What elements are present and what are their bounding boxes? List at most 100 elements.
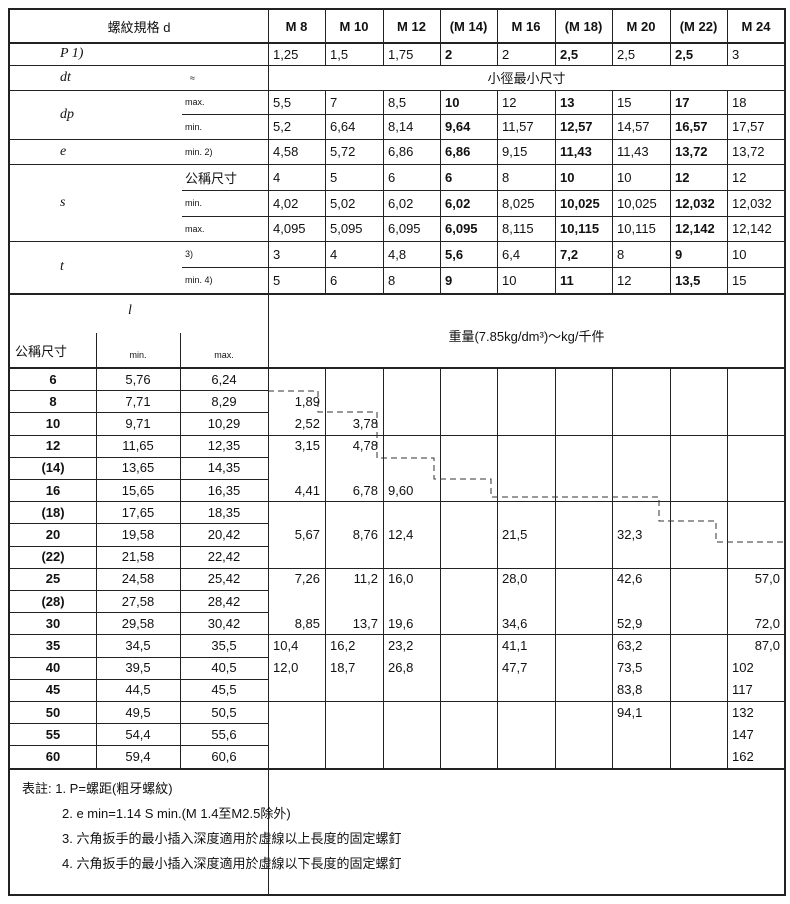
value-cell: 9 xyxy=(445,272,453,288)
length-max: 28,42 xyxy=(207,593,241,609)
length-max: 25,42 xyxy=(207,571,241,587)
length-min: 24,58 xyxy=(121,571,155,587)
weight-value: 6,78 xyxy=(352,482,378,498)
table-rule xyxy=(727,90,728,293)
row-symbol: dp xyxy=(60,106,74,122)
table-rule xyxy=(8,139,786,141)
value-cell: 6,4 xyxy=(502,246,521,262)
length-symbol: l xyxy=(128,303,132,318)
footnote: 表註: 1. P=螺距(粗牙螺紋) xyxy=(22,781,173,796)
nominal-length: 55 xyxy=(45,726,61,742)
row-qualifier: max. xyxy=(185,97,205,107)
value-cell: 10 xyxy=(560,169,575,185)
table-rule xyxy=(96,333,97,368)
table-rule xyxy=(182,267,786,268)
weight-value: 72,0 xyxy=(754,615,780,631)
row-qualifier: min. 2) xyxy=(185,146,213,157)
table-rule xyxy=(555,90,556,293)
size-header: M 24 xyxy=(741,18,771,34)
nominal-length: 45 xyxy=(45,682,61,698)
value-cell: 8,14 xyxy=(388,119,414,134)
table-rule xyxy=(8,745,268,747)
value-cell: 6,02 xyxy=(388,195,414,211)
row-symbol: t xyxy=(60,259,64,274)
value-cell: 10 xyxy=(732,246,747,262)
value-cell: 6 xyxy=(445,169,453,185)
table-rule xyxy=(8,701,268,702)
value-cell: 12,032 xyxy=(675,195,715,211)
value-cell: 5,2 xyxy=(273,119,292,134)
max-header: max. xyxy=(214,350,234,360)
value-cell: 5,095 xyxy=(330,221,363,236)
weight-value: 132 xyxy=(732,704,754,720)
nominal-length: 50 xyxy=(45,704,61,720)
table-rule xyxy=(268,434,785,436)
weight-value: 19,6 xyxy=(388,615,414,631)
value-cell: 8,115 xyxy=(502,221,534,236)
value-cell: 9,64 xyxy=(445,119,471,134)
row-qualifier: 3) xyxy=(185,249,194,259)
nominal-length: 6 xyxy=(49,371,57,387)
length-min: 21,58 xyxy=(121,549,155,565)
weight-value: 12,4 xyxy=(388,526,414,542)
length-min: 11,65 xyxy=(122,438,154,454)
value-cell: 5 xyxy=(273,272,281,288)
value-cell: 7,2 xyxy=(560,246,579,262)
value-cell: 11,43 xyxy=(617,144,649,159)
value-cell: 13,72 xyxy=(675,144,708,159)
row-qualifier: 公稱尺寸 xyxy=(185,170,238,186)
weight-value: 34,6 xyxy=(502,615,528,631)
value-cell: 6,86 xyxy=(388,144,414,159)
value-cell: 11 xyxy=(560,272,574,288)
row-qualifier: min. xyxy=(185,198,203,208)
table-rule xyxy=(325,8,326,65)
weight-value: 16,2 xyxy=(330,637,356,653)
value-cell: 17 xyxy=(675,94,690,110)
value-cell: 5,72 xyxy=(330,144,356,159)
value-cell: 2,5 xyxy=(560,46,579,62)
weight-value: 8,85 xyxy=(294,615,320,631)
value-cell: 4 xyxy=(330,246,338,262)
length-min: 27,58 xyxy=(121,593,155,609)
length-min: 17,65 xyxy=(121,504,155,520)
nominal-length: 20 xyxy=(45,526,61,542)
length-min: 7,71 xyxy=(125,393,151,409)
weight-value: 9,60 xyxy=(388,482,414,498)
weight-value: 11,2 xyxy=(353,571,378,587)
weight-value: 102 xyxy=(732,660,754,676)
value-cell: 4 xyxy=(273,169,281,185)
table-rule xyxy=(383,8,384,65)
length-max: 12,35 xyxy=(207,438,241,454)
table-rule xyxy=(268,567,785,569)
value-cell: 12,142 xyxy=(732,221,772,236)
table-rule xyxy=(8,768,786,770)
length-max: 8,29 xyxy=(211,393,237,409)
table-rule xyxy=(325,90,326,293)
nominal-length: 40 xyxy=(45,660,61,676)
weight-value: 28,0 xyxy=(502,571,528,587)
table-border xyxy=(784,8,786,896)
table-rule xyxy=(8,293,786,295)
weight-value: 18,7 xyxy=(330,660,356,676)
weight-value: 63,2 xyxy=(617,637,643,653)
length-min: 34,5 xyxy=(125,637,151,653)
value-cell: 11,57 xyxy=(502,119,534,134)
value-cell: 5,6 xyxy=(445,246,464,262)
length-min: 5,76 xyxy=(125,371,151,387)
size-header: (M 18) xyxy=(564,18,603,34)
weight-value: 5,67 xyxy=(294,526,320,542)
size-header: (M 14) xyxy=(449,18,488,34)
table-rule xyxy=(612,90,613,293)
value-cell: 5 xyxy=(330,169,338,185)
value-cell: 6,86 xyxy=(445,144,471,159)
row-symbol: e xyxy=(60,143,67,159)
weight-value: 94,1 xyxy=(617,704,643,720)
size-header: M 16 xyxy=(511,18,541,34)
value-cell: 12 xyxy=(617,272,632,288)
weight-value: 23,2 xyxy=(388,637,414,653)
value-cell: 12,142 xyxy=(675,221,715,236)
table-rule xyxy=(497,90,498,293)
value-cell: 8,025 xyxy=(502,195,535,211)
table-rule xyxy=(182,114,786,115)
table-rule xyxy=(180,333,181,368)
